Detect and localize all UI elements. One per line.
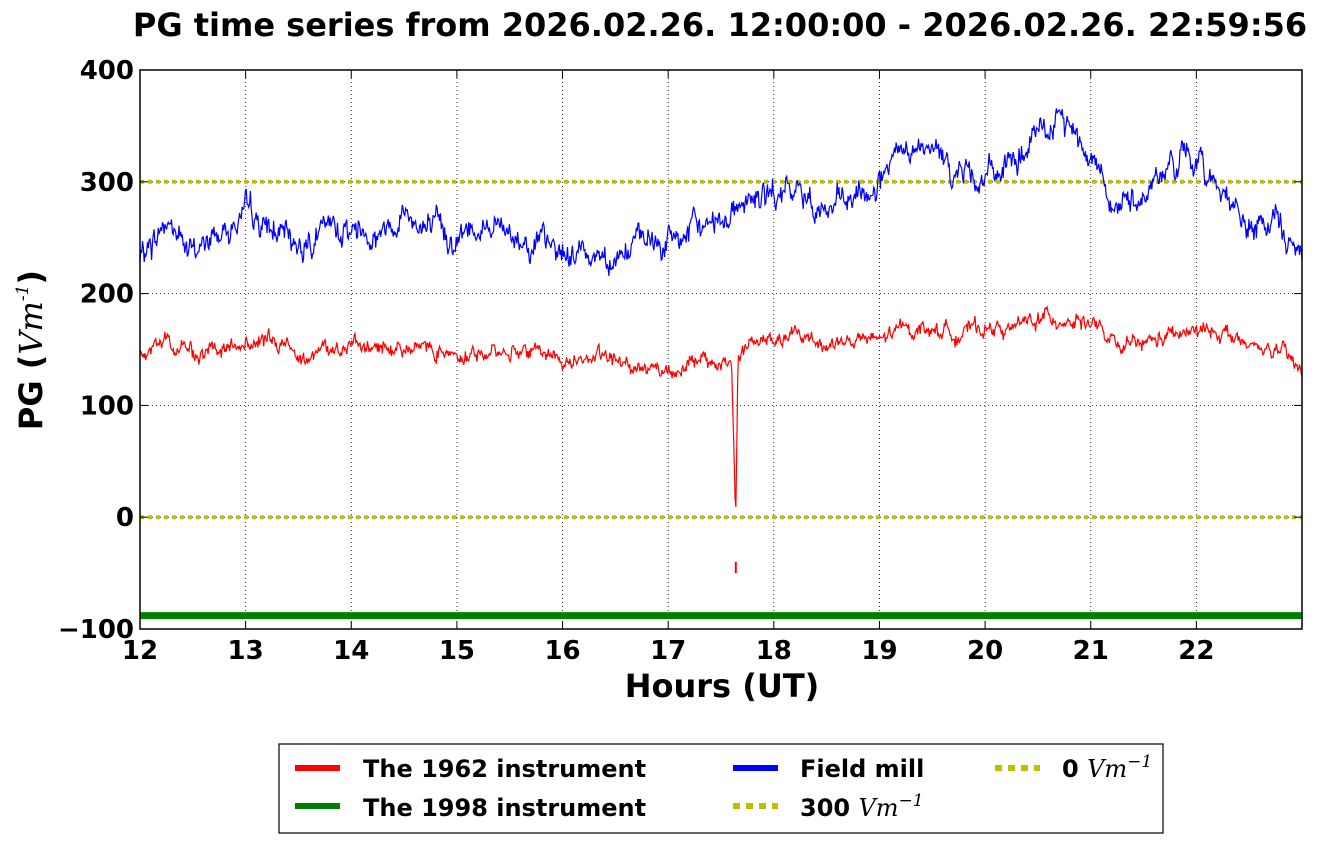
legend-label-300-num: 300 bbox=[800, 794, 850, 822]
legend-label-0-num: 0 bbox=[1062, 755, 1079, 783]
legend-label-0-unit: Vm bbox=[1087, 755, 1127, 783]
x-tick-label: 20 bbox=[967, 636, 1003, 666]
legend-label-0-exp: −1 bbox=[1127, 752, 1152, 772]
legend-label-field-mill: Field mill bbox=[800, 755, 924, 783]
x-tick-label: 14 bbox=[333, 636, 369, 666]
y-axis-label-prefix: PG ( bbox=[12, 355, 50, 430]
x-tick-label: 18 bbox=[756, 636, 792, 666]
y-axis-label-exp: -1 bbox=[13, 285, 33, 302]
y-axis-label-unit: Vm bbox=[12, 301, 50, 354]
grid-lines bbox=[140, 70, 1302, 629]
legend-label-300: 300 Vm−1 bbox=[800, 791, 924, 822]
x-tick-label: 19 bbox=[861, 636, 897, 666]
legend-label-1998: The 1998 instrument bbox=[363, 794, 646, 822]
y-tick-label: −100 bbox=[58, 615, 134, 645]
y-tick-label: 100 bbox=[80, 391, 134, 421]
legend-label-300-exp: −1 bbox=[899, 791, 924, 811]
y-tick-label: 0 bbox=[116, 503, 134, 533]
y-tick-label: 200 bbox=[80, 280, 134, 310]
legend-label-300-unit: Vm bbox=[858, 794, 898, 822]
tick-marks bbox=[139, 69, 1302, 630]
y-axis-label-suffix: ) bbox=[12, 270, 50, 285]
x-tick-label: 15 bbox=[439, 636, 475, 666]
series-field-mill-line bbox=[139, 108, 1303, 276]
legend-label-1962: The 1962 instrument bbox=[363, 755, 646, 783]
x-tick-label: 17 bbox=[650, 636, 686, 666]
series-1962-line bbox=[139, 304, 1303, 508]
legend: The 1962 instrument The 1998 instrument … bbox=[278, 743, 1164, 834]
x-tick-label: 12 bbox=[122, 636, 158, 666]
chart-title: PG time series from 2026.02.26. 12:00:00… bbox=[133, 6, 1307, 44]
legend-label-0: 0 Vm−1 bbox=[1062, 752, 1152, 783]
legend-box bbox=[278, 743, 1164, 834]
x-axis-label: Hours (UT) bbox=[625, 667, 820, 705]
y-tick-label: 300 bbox=[80, 168, 134, 198]
y-tick-labels: 400 300 200 100 0 −100 bbox=[58, 56, 134, 645]
x-tick-label: 13 bbox=[228, 636, 264, 666]
x-tick-labels: 12 13 14 15 16 17 18 19 20 21 22 bbox=[122, 636, 1215, 666]
y-axis-label: PG (Vm-1) bbox=[12, 270, 50, 430]
series-layer bbox=[139, 108, 1303, 620]
svg-text:PG (Vm-1): PG (Vm-1) bbox=[12, 270, 50, 430]
y-tick-label: 400 bbox=[80, 56, 134, 86]
plot-frame bbox=[139, 69, 1303, 630]
x-tick-label: 21 bbox=[1073, 636, 1109, 666]
x-tick-label: 22 bbox=[1178, 636, 1214, 666]
x-tick-label: 16 bbox=[544, 636, 580, 666]
